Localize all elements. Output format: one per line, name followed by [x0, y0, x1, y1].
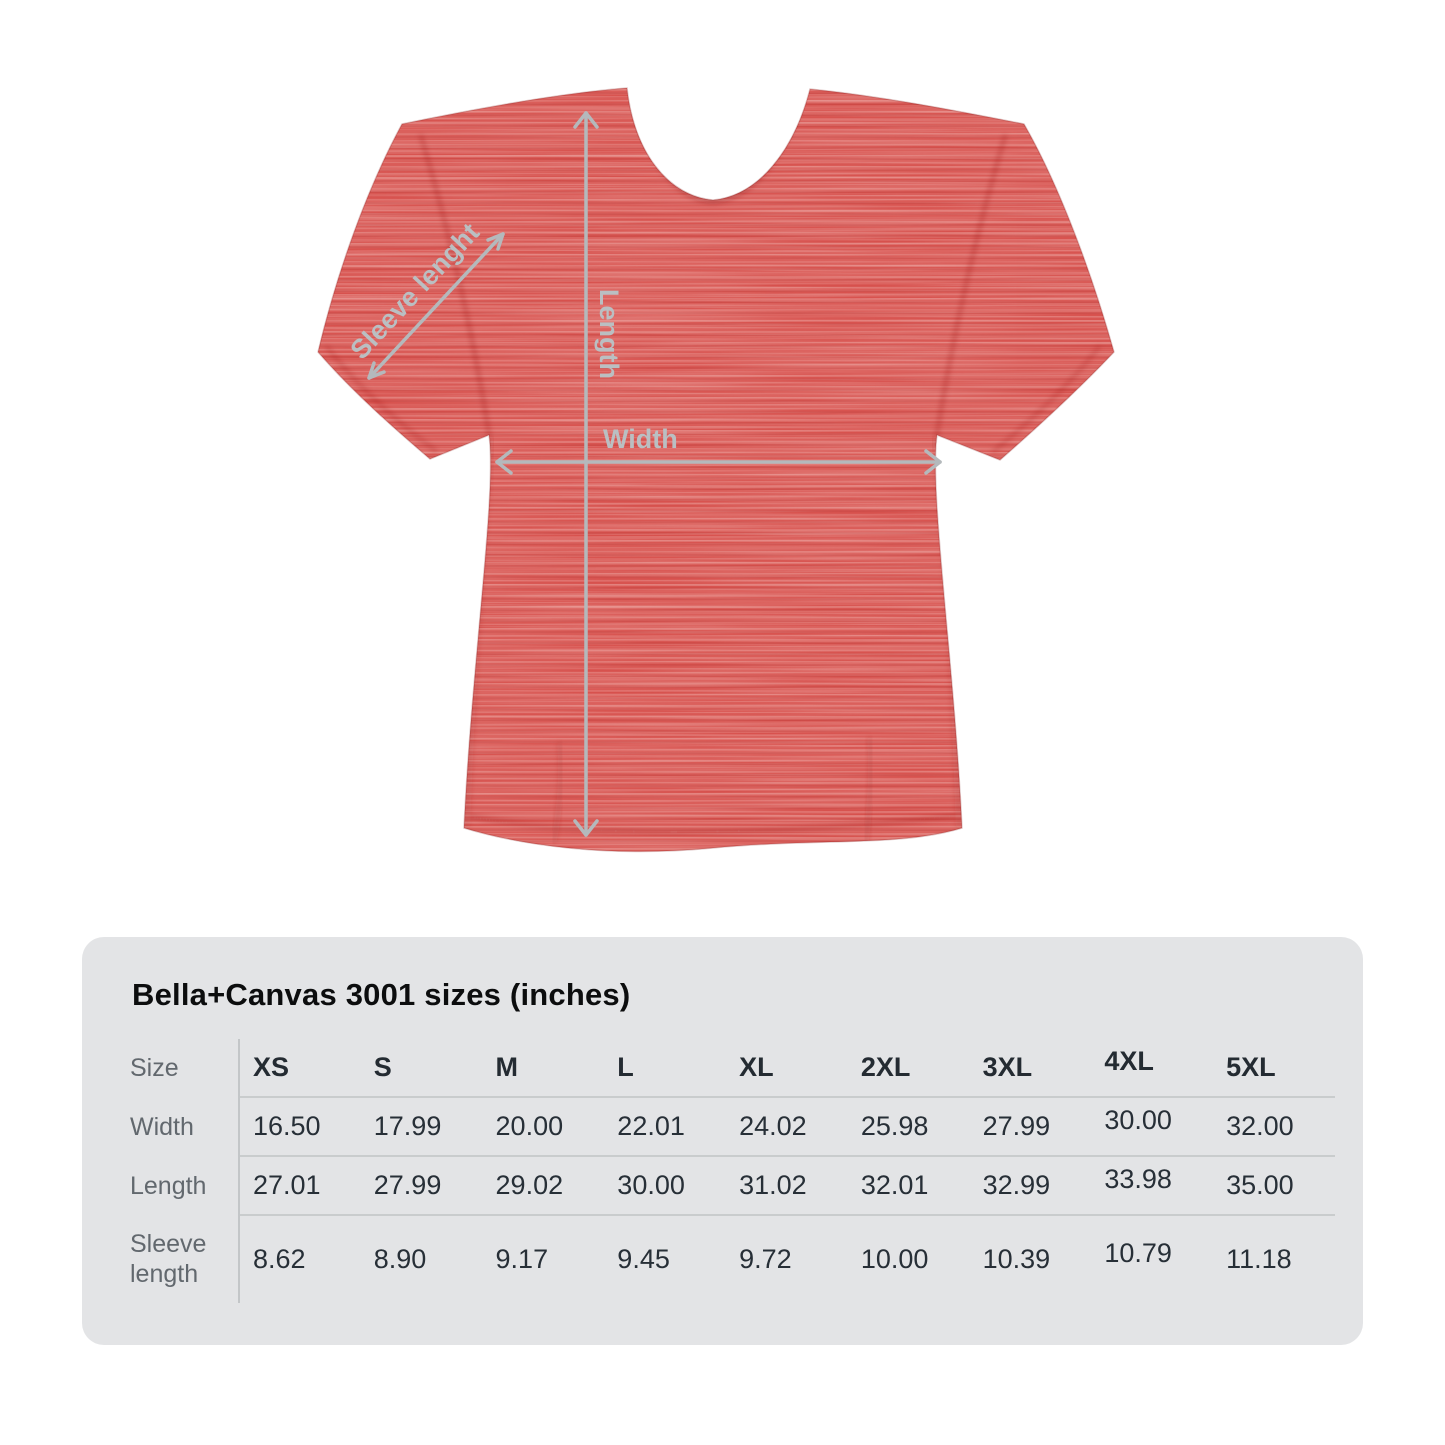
width-row: Width 16.50 17.99 20.00 22.01 24.02 25.9… — [130, 1096, 1335, 1156]
size-value-cell: 27.01 — [238, 1155, 361, 1215]
size-value-cell: 8.62 — [238, 1214, 361, 1303]
size-value-cell: 27.99 — [969, 1096, 1092, 1156]
size-value-cell: 30.00 — [1091, 1096, 1214, 1156]
length-label: Length — [594, 289, 624, 379]
sleeve-length-arrow — [367, 232, 505, 380]
size-value-cell: 10.79 — [1091, 1214, 1214, 1303]
size-col-header: 3XL — [982, 1052, 1033, 1082]
size-value-cell: 8.90 — [360, 1214, 483, 1303]
size-col-header: S — [373, 1052, 392, 1082]
size-value-cell: 10.00 — [847, 1214, 970, 1303]
size-col-header: XS — [238, 1039, 361, 1097]
row-label: Sleeve length — [130, 1230, 207, 1288]
size-col-header: 2XL — [860, 1052, 911, 1082]
size-col-header: 5XL — [1226, 1052, 1276, 1082]
size-value-cell: 24.02 — [726, 1096, 848, 1156]
size-value-cell: 33.98 — [1091, 1155, 1214, 1215]
size-value-cell: 9.72 — [726, 1214, 848, 1303]
size-value-cell: 25.98 — [847, 1096, 970, 1156]
tshirt-measurement-diagram: Width Length Sleeve lenght — [317, 87, 1115, 853]
length-row: Length 27.01 27.99 29.02 30.00 31.02 32.… — [130, 1155, 1335, 1215]
size-value-cell: 31.02 — [726, 1155, 848, 1215]
size-value-text: 30.00 — [1104, 1105, 1172, 1135]
length-arrow — [573, 111, 599, 837]
size-value-cell: 9.17 — [482, 1214, 605, 1303]
size-value-cell: 16.50 — [238, 1096, 361, 1156]
shirt-body — [318, 88, 1114, 852]
left-sleeve-hem — [325, 345, 438, 453]
size-value-cell: 29.02 — [482, 1155, 605, 1215]
size-col-header-text: 4XL — [1104, 1046, 1154, 1076]
width-arrow — [495, 449, 942, 475]
size-value-cell: 32.01 — [847, 1155, 970, 1215]
size-col-header: L — [617, 1052, 634, 1082]
tshirt-svg: Width Length Sleeve lenght — [317, 87, 1115, 853]
measurement-arrows — [367, 111, 942, 837]
corner-label: Size — [130, 1054, 179, 1082]
size-value-cell: 35.00 — [1213, 1155, 1335, 1215]
size-chart-card: Bella+Canvas 3001 sizes (inches) Size XS… — [82, 937, 1363, 1345]
sleeve-length-row: Sleeve length 8.62 8.90 9.17 9.45 9.72 1… — [130, 1214, 1335, 1303]
size-col-header: 4XL — [1091, 1039, 1213, 1097]
heather-texture — [318, 88, 1114, 852]
size-value-cell: 22.01 — [604, 1096, 727, 1156]
bottom-hem-crease — [470, 814, 956, 834]
size-value-cell: 30.00 — [604, 1155, 727, 1215]
size-col-header: M — [495, 1052, 519, 1082]
wrinkle — [863, 737, 875, 845]
size-value-cell: 9.45 — [604, 1214, 727, 1303]
size-header-row: Size XS S M L XL 2XL 3XL 4XL 5XL — [130, 1039, 1335, 1097]
size-chart-title: Bella+Canvas 3001 sizes (inches) — [132, 977, 631, 1012]
size-value-cell: 17.99 — [360, 1096, 483, 1156]
wrinkle — [551, 742, 565, 843]
size-value-cell: 11.18 — [1213, 1214, 1335, 1303]
row-label: Length — [130, 1171, 207, 1200]
size-value-cell: 27.99 — [360, 1155, 483, 1215]
size-value-cell: 32.99 — [969, 1155, 1092, 1215]
right-sleeve-seam — [935, 134, 1007, 436]
size-col-header: XL — [739, 1052, 774, 1082]
size-value-cell: 32.00 — [1213, 1096, 1335, 1156]
width-label: Width — [603, 424, 678, 454]
size-value-cell: 20.00 — [482, 1096, 605, 1156]
size-table: Size XS S M L XL 2XL 3XL 4XL 5XL Width 1… — [130, 1039, 1335, 1303]
left-sleeve-seam — [419, 134, 491, 436]
size-value-cell: 10.39 — [969, 1214, 1092, 1303]
right-sleeve-hem — [991, 345, 1101, 454]
size-value-text: 33.98 — [1104, 1164, 1172, 1194]
row-label: Width — [130, 1112, 194, 1141]
size-value-text: 10.79 — [1104, 1238, 1172, 1268]
